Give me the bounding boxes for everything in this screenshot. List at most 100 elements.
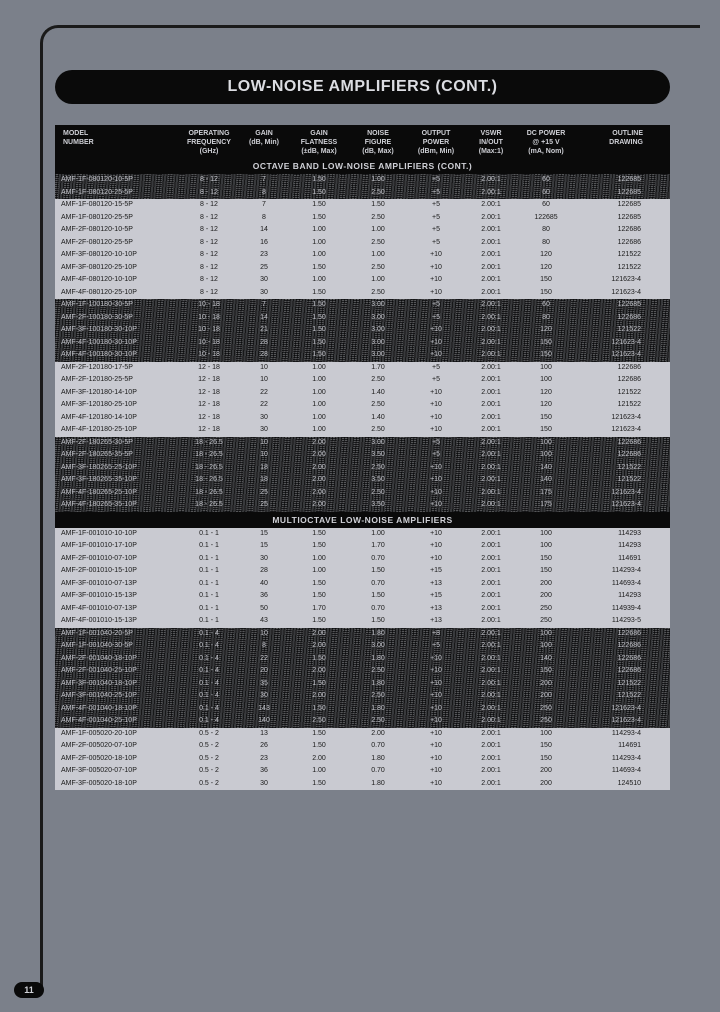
cell-dc: 150	[517, 665, 575, 678]
table-row: AMF-1F-001010-10-10P0.1 - 1151.501.00+10…	[55, 528, 670, 541]
table-row: AMF-1F-001010-17-10P0.1 - 1151.501.70+10…	[55, 540, 670, 553]
table-row: AMF-3F-080120-10-10P8 - 12231.001.00+102…	[55, 249, 670, 262]
cell-nf: 3.50	[349, 474, 407, 487]
cell-nf: 1.50	[349, 199, 407, 212]
cell-dc: 150	[517, 740, 575, 753]
cell-freq: 18 - 26.5	[179, 474, 239, 487]
cell-nf: 0.70	[349, 578, 407, 591]
cell-vswr: 2.00:1	[465, 487, 517, 500]
cell-pout: +10	[407, 287, 465, 300]
cell-pout: +10	[407, 778, 465, 791]
table-row: AMF-2F-001010-15-10P0.1 - 1281.001.50+15…	[55, 565, 670, 578]
cell-dc: 150	[517, 274, 575, 287]
cell-flat: 1.50	[289, 728, 349, 741]
col-header-outline: OUTLINEDRAWING	[575, 129, 645, 156]
cell-outline: 114293-4	[575, 753, 645, 766]
cell-freq: 0.5 - 2	[179, 753, 239, 766]
cell-gain: 22	[239, 387, 289, 400]
cell-outline: 122686	[575, 437, 645, 450]
cell-gain: 7	[239, 174, 289, 187]
cell-pout: +10	[407, 690, 465, 703]
cell-dc: 150	[517, 565, 575, 578]
cell-outline: 122686	[575, 224, 645, 237]
cell-flat: 1.50	[289, 337, 349, 350]
cell-pout: +10	[407, 753, 465, 766]
cell-vswr: 2.00:1	[465, 540, 517, 553]
cell-vswr: 2.00:1	[465, 765, 517, 778]
table-row: AMF-3F-005020-07-10P0.5 - 2361.000.70+10…	[55, 765, 670, 778]
cell-gain: 8	[239, 187, 289, 200]
cell-vswr: 2.00:1	[465, 603, 517, 616]
cell-vswr: 2.00:1	[465, 628, 517, 641]
cell-nf: 0.70	[349, 603, 407, 616]
cell-gain: 8	[239, 212, 289, 225]
cell-flat: 2.00	[289, 474, 349, 487]
cell-dc: 60	[517, 174, 575, 187]
cell-gain: 30	[239, 778, 289, 791]
cell-outline: 122686	[575, 237, 645, 250]
col-header-dc: DC POWER@ +15 V(mA, Nom)	[517, 129, 575, 156]
table-row: AMF-3F-005020-18-10P0.5 - 2301.501.80+10…	[55, 778, 670, 791]
cell-dc: 120	[517, 262, 575, 275]
cell-model: AMF-2F-080120-25-5P	[61, 237, 179, 250]
cell-gain: 26	[239, 740, 289, 753]
cell-nf: 0.70	[349, 740, 407, 753]
cell-model: AMF-2F-180265-35-5P	[61, 449, 179, 462]
cell-gain: 50	[239, 603, 289, 616]
cell-dc: 100	[517, 640, 575, 653]
cell-freq: 12 - 18	[179, 387, 239, 400]
cell-outline: 121522	[575, 324, 645, 337]
cell-gain: 7	[239, 299, 289, 312]
cell-nf: 1.00	[349, 174, 407, 187]
cell-nf: 1.50	[349, 590, 407, 603]
cell-outline: 121522	[575, 462, 645, 475]
cell-nf: 2.50	[349, 690, 407, 703]
cell-freq: 0.1 - 1	[179, 553, 239, 566]
cell-freq: 10 - 18	[179, 299, 239, 312]
cell-model: AMF-1F-005020-20-10P	[61, 728, 179, 741]
cell-nf: 2.50	[349, 715, 407, 728]
table-row: AMF-3F-001010-07-13P0.1 - 1401.500.70+13…	[55, 578, 670, 591]
cell-pout: +5	[407, 187, 465, 200]
cell-outline: 122686	[575, 449, 645, 462]
cell-freq: 8 - 12	[179, 287, 239, 300]
spec-table: MODELNUMBER OPERATINGFREQUENCY(GHz) GAIN…	[55, 125, 670, 790]
table-row: AMF-4F-120180-14-10P12 - 18301.001.40+10…	[55, 412, 670, 425]
cell-flat: 1.70	[289, 603, 349, 616]
table-row: AMF-3F-100180-30-10P10 - 18211.503.00+10…	[55, 324, 670, 337]
cell-nf: 1.00	[349, 274, 407, 287]
row-group: AMF-1F-001040-20-5P0.1 - 4102.001.80+82.…	[55, 628, 670, 728]
cell-vswr: 2.00:1	[465, 249, 517, 262]
cell-flat: 1.00	[289, 412, 349, 425]
cell-gain: 30	[239, 424, 289, 437]
cell-nf: 1.80	[349, 703, 407, 716]
cell-nf: 3.00	[349, 349, 407, 362]
table-row: AMF-2F-120180-25-5P12 - 18101.002.50+52.…	[55, 374, 670, 387]
cell-pout: +5	[407, 212, 465, 225]
cell-outline: 121623-4	[575, 337, 645, 350]
cell-flat: 1.50	[289, 212, 349, 225]
cell-freq: 8 - 12	[179, 187, 239, 200]
table-row: AMF-2F-001040-25-10P0.1 - 4202.002.50+10…	[55, 665, 670, 678]
table-row: AMF-1F-001040-20-5P0.1 - 4102.001.80+82.…	[55, 628, 670, 641]
cell-flat: 1.00	[289, 237, 349, 250]
cell-model: AMF-2F-001010-07-10P	[61, 553, 179, 566]
cell-nf: 1.40	[349, 412, 407, 425]
cell-gain: 30	[239, 274, 289, 287]
cell-outline: 124510	[575, 778, 645, 791]
cell-outline: 122685	[575, 174, 645, 187]
cell-gain: 28	[239, 565, 289, 578]
cell-flat: 1.50	[289, 349, 349, 362]
cell-vswr: 2.00:1	[465, 349, 517, 362]
cell-freq: 10 - 18	[179, 312, 239, 325]
cell-dc: 120	[517, 249, 575, 262]
cell-freq: 0.1 - 1	[179, 528, 239, 541]
cell-gain: 8	[239, 640, 289, 653]
cell-nf: 3.00	[349, 337, 407, 350]
cell-vswr: 2.00:1	[465, 499, 517, 512]
cell-freq: 12 - 18	[179, 412, 239, 425]
cell-dc: 175	[517, 499, 575, 512]
cell-outline: 121623-4	[575, 349, 645, 362]
cell-vswr: 2.00:1	[465, 299, 517, 312]
cell-gain: 25	[239, 262, 289, 275]
